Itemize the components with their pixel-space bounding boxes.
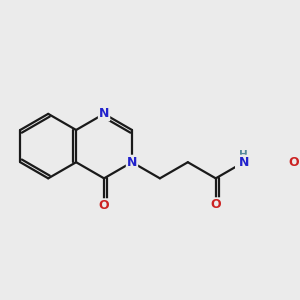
- Text: O: O: [288, 156, 299, 169]
- Text: O: O: [210, 198, 221, 211]
- Text: O: O: [99, 199, 110, 212]
- Text: H: H: [239, 151, 248, 160]
- Text: N: N: [238, 156, 249, 169]
- Text: N: N: [127, 156, 137, 169]
- Text: N: N: [99, 107, 109, 120]
